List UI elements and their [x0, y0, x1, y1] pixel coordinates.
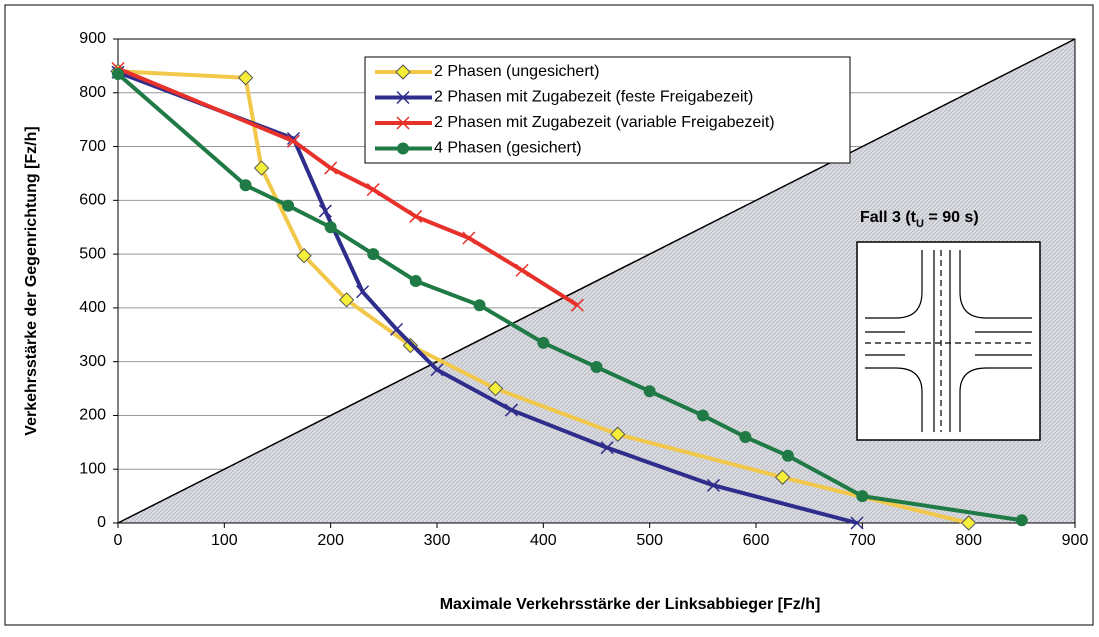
series-line — [117, 70, 858, 525]
y-tick-label: 0 — [97, 514, 106, 531]
marker — [610, 426, 626, 442]
marker — [409, 275, 422, 287]
sketch-line — [959, 250, 1032, 319]
marker — [487, 380, 504, 397]
marker — [504, 403, 518, 417]
marker — [537, 336, 550, 349]
x-tick-label: 700 — [849, 532, 876, 549]
y-tick-label: 900 — [79, 30, 106, 47]
y-tick-label: 300 — [79, 353, 106, 370]
marker — [462, 231, 476, 245]
marker — [1015, 514, 1028, 527]
marker — [696, 409, 709, 422]
legend-label: 2 Phasen (ungesichert) — [434, 63, 599, 80]
annotation-part: = 90 s) — [924, 209, 979, 226]
plot-area — [117, 38, 1076, 524]
marker — [409, 209, 423, 223]
marker — [296, 248, 312, 264]
marker — [237, 70, 254, 86]
x-tick-label: 600 — [743, 532, 770, 549]
x-axis-label: Maximale Verkehrsstärke der Linksabbiege… — [440, 596, 821, 613]
x-tick-label: 200 — [317, 532, 344, 549]
legend-marker — [395, 64, 411, 80]
marker — [390, 322, 404, 336]
x-tick-label: 300 — [424, 532, 451, 549]
y-axis-label: Verkehrsstärke der Gegenrichtung [Fz/h] — [23, 126, 40, 435]
y-tick-label: 400 — [79, 299, 106, 316]
marker — [239, 179, 252, 192]
intersection-sketch — [856, 241, 1041, 441]
annotation-part: Fall 3 (t — [860, 209, 917, 226]
marker — [430, 363, 444, 377]
marker — [515, 263, 529, 277]
series-line — [117, 66, 579, 307]
marker — [774, 469, 791, 485]
marker — [781, 449, 794, 462]
legend-label: 4 Phasen (gesichert) — [434, 140, 582, 157]
marker — [286, 134, 300, 148]
x-tick-label: 100 — [211, 532, 238, 549]
y-tick-label: 200 — [79, 407, 106, 424]
marker — [960, 515, 977, 531]
marker — [367, 248, 380, 261]
legend-label: 2 Phasen mit Zugabezeit (feste Freigabez… — [434, 89, 753, 106]
legend-marker — [397, 142, 409, 155]
y-tick-label: 100 — [79, 460, 106, 477]
sketch-line — [865, 367, 923, 432]
marker — [643, 385, 656, 398]
x-tick-label: 500 — [636, 532, 663, 549]
annotation-part: U — [916, 218, 924, 230]
marker — [600, 441, 614, 455]
marker — [282, 199, 295, 212]
marker — [338, 292, 355, 308]
sketch-line — [959, 367, 1032, 432]
y-tick-label: 800 — [79, 84, 106, 101]
marker — [473, 299, 486, 312]
x-tick-label: 0 — [114, 532, 123, 549]
sketch-line — [865, 250, 923, 319]
legend-marker — [396, 90, 410, 105]
marker — [356, 285, 370, 299]
legend-marker — [396, 116, 410, 130]
annotation: Fall 3 (tU = 90 s) — [860, 209, 979, 230]
marker — [590, 361, 603, 374]
marker — [570, 298, 584, 312]
marker — [324, 161, 338, 175]
marker — [318, 204, 332, 218]
marker — [739, 430, 752, 443]
x-tick-label: 900 — [1062, 532, 1089, 549]
y-tick-label: 500 — [79, 245, 106, 262]
diagonal — [117, 38, 1076, 524]
x-tick-label: 800 — [955, 532, 982, 549]
marker — [850, 516, 864, 530]
marker — [324, 221, 337, 234]
marker — [856, 490, 869, 503]
y-tick-label: 600 — [79, 192, 106, 209]
y-tick-label: 700 — [79, 138, 106, 155]
legend-box — [364, 56, 851, 164]
marker — [253, 160, 270, 176]
x-tick-label: 400 — [530, 532, 557, 549]
marker — [112, 67, 124, 80]
sketch-box — [856, 241, 1041, 441]
legend-label: 2 Phasen mit Zugabezeit (variable Freiga… — [434, 114, 775, 131]
marker — [706, 478, 720, 492]
marker — [366, 183, 380, 197]
